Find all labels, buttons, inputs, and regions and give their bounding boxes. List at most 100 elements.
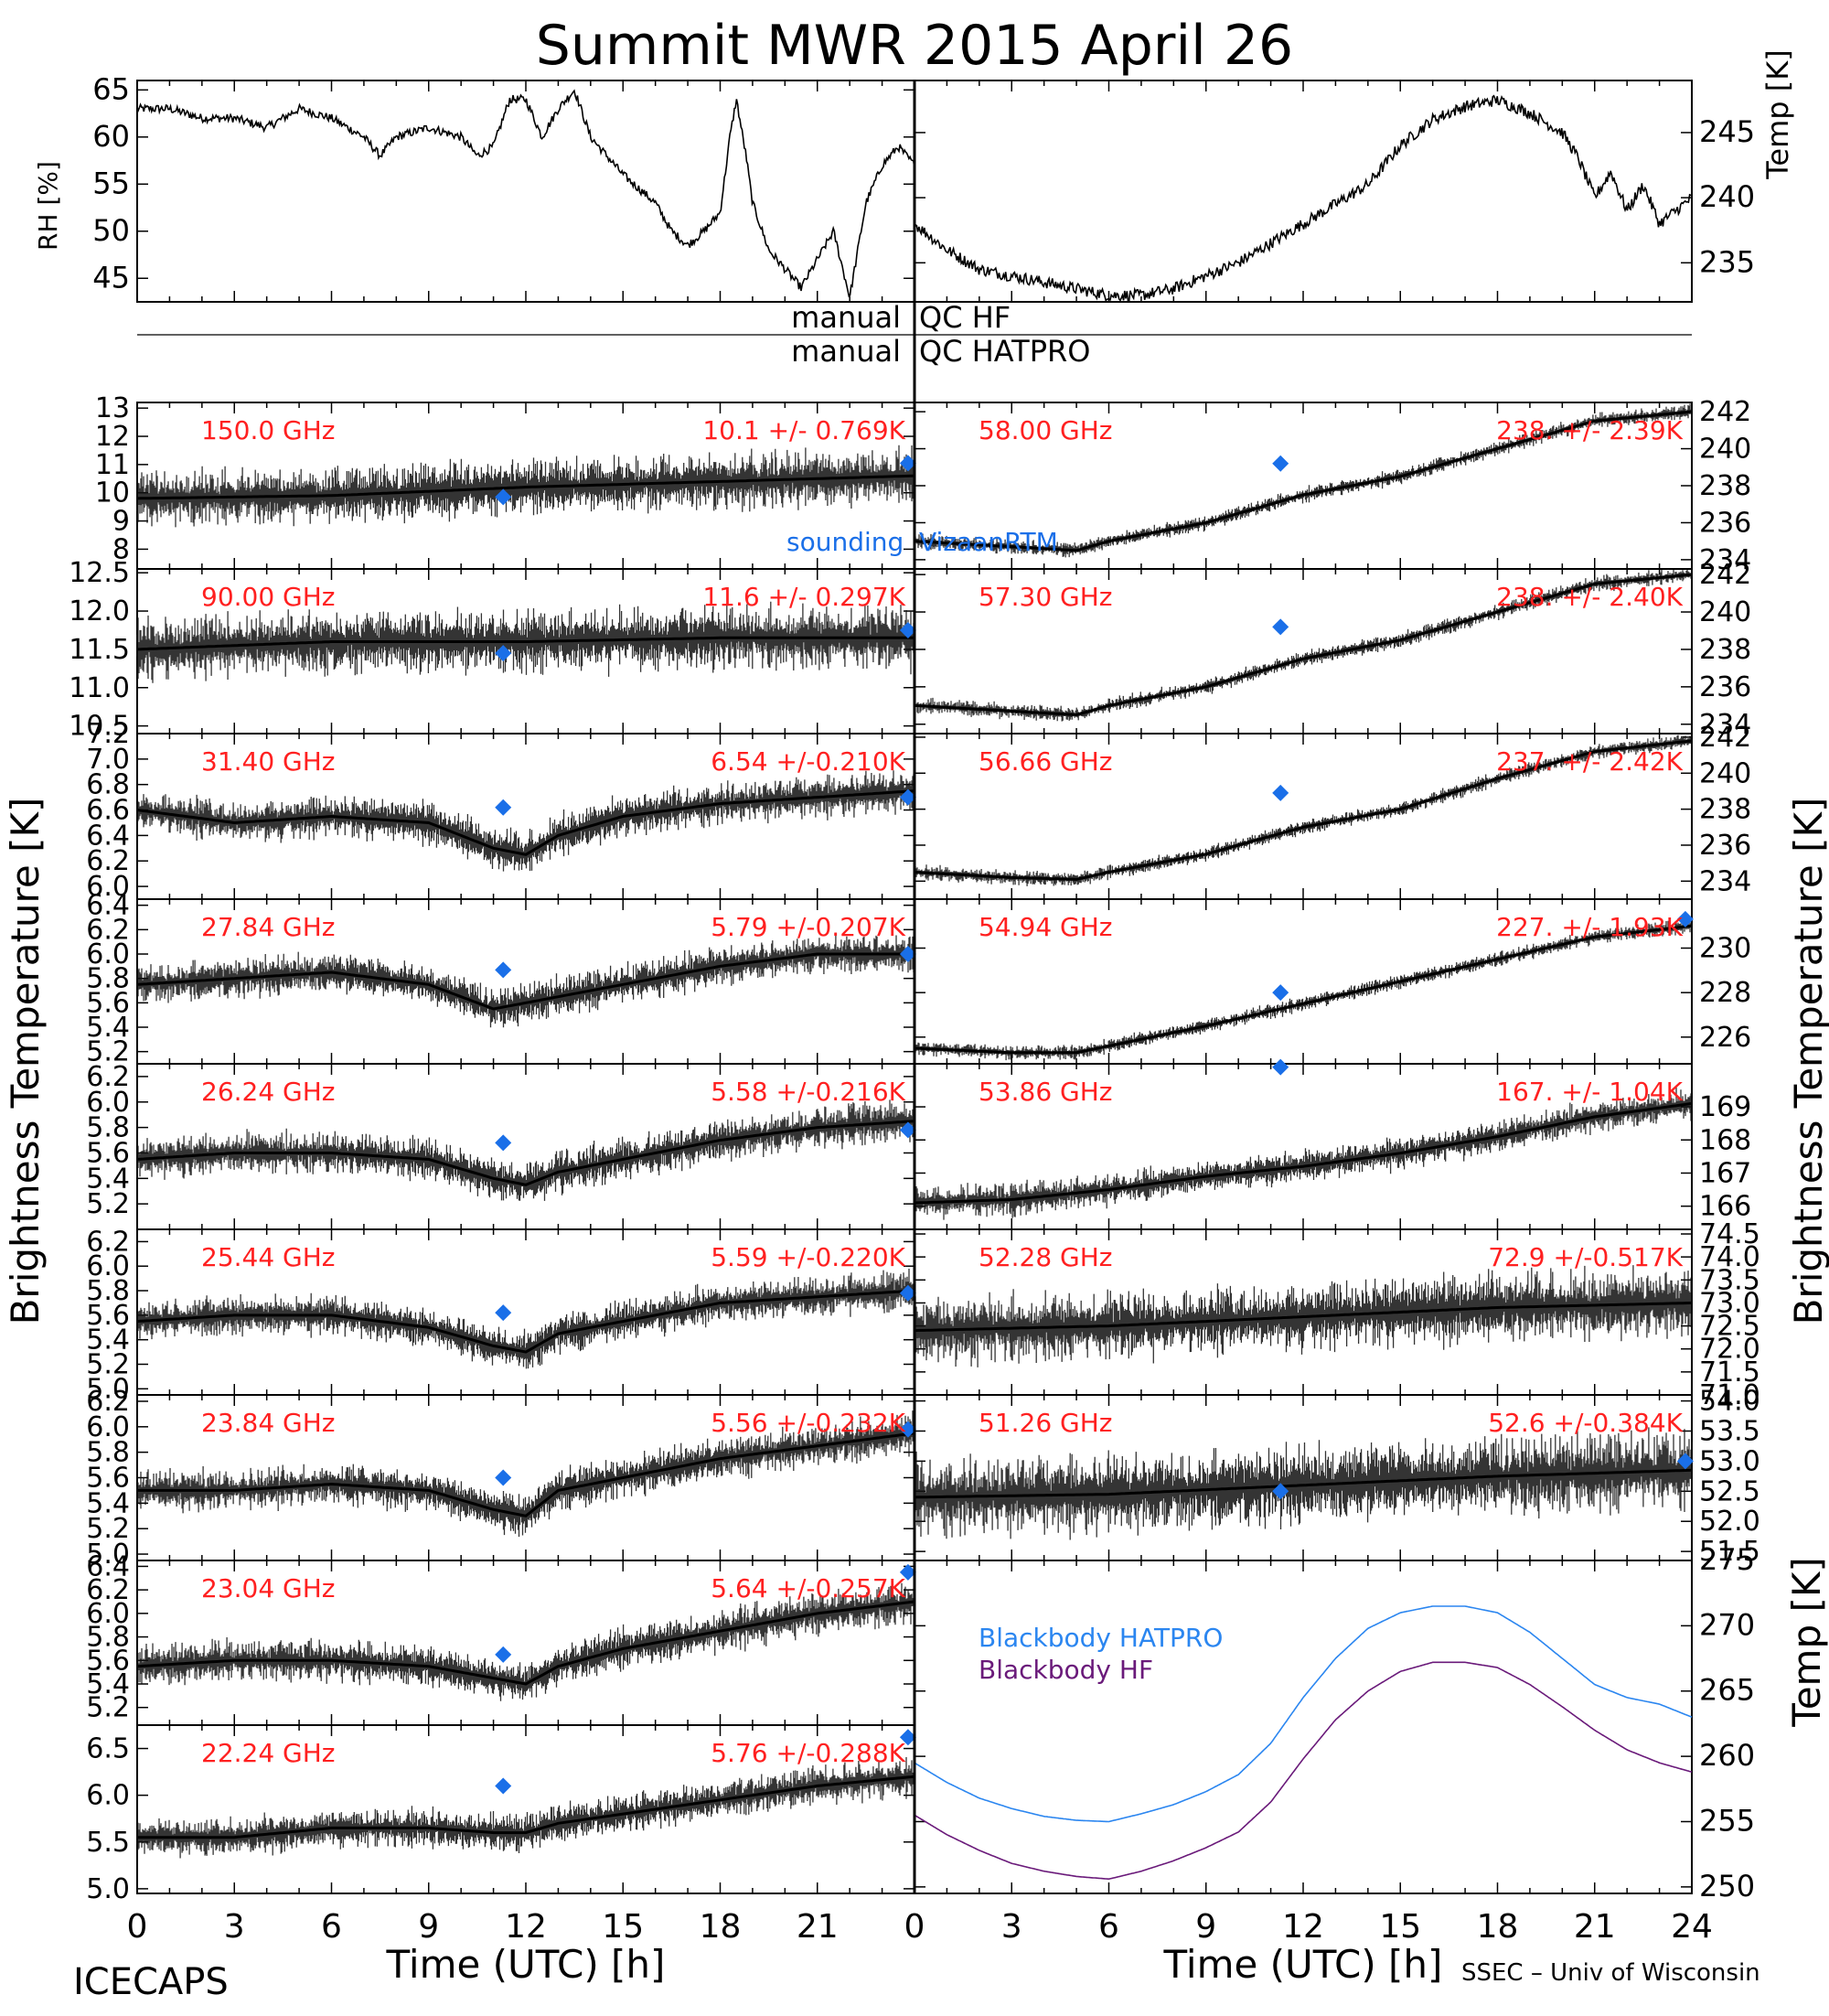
tb2784-stats-label: 5.79 +/-0.207K bbox=[711, 912, 905, 942]
tb2304-ytick-label: 6.2 bbox=[86, 1574, 130, 1606]
tb5800-sounding-marker bbox=[1272, 455, 1289, 472]
tb90-ytick-label: 12.5 bbox=[69, 557, 130, 589]
tb3140-ytick-label: 6.8 bbox=[86, 769, 130, 801]
xtick-label-right: 15 bbox=[1379, 1908, 1421, 1946]
tb2784-sounding-marker bbox=[899, 946, 916, 962]
rh-ytick-label: 50 bbox=[92, 213, 130, 248]
xtick-label-left: 9 bbox=[418, 1908, 439, 1946]
tb5800-ytick-label: 234 bbox=[1699, 544, 1751, 576]
temp-axis-title: Temp [K] bbox=[1760, 49, 1795, 179]
legend-blackbody-hf: Blackbody HF bbox=[979, 1655, 1153, 1685]
tb5228-stats-label: 72.9 +/-0.517K bbox=[1488, 1242, 1683, 1272]
tb2624-sounding-marker bbox=[899, 1121, 916, 1139]
tb5386-data: 53.86 GHz 167. +/- 1.04K bbox=[914, 1058, 1693, 1220]
tb90-sounding-marker bbox=[495, 645, 512, 662]
tb5126-freq-label: 51.26 GHz bbox=[979, 1408, 1113, 1438]
blackbody-axis-title: Temp [K] bbox=[1784, 1557, 1829, 1728]
tb90-ytick-label: 11.0 bbox=[69, 672, 130, 704]
tb5386-ytick-label: 169 bbox=[1699, 1091, 1751, 1123]
tb2624-trend-line bbox=[136, 1120, 915, 1186]
tb2544-ytick-label: 5.0 bbox=[86, 1373, 130, 1405]
figure-title: Summit MWR 2015 April 26 bbox=[536, 14, 1293, 78]
tb2784-ytick-label: 5.4 bbox=[86, 1012, 130, 1044]
tb5730-ytick-label: 240 bbox=[1699, 596, 1751, 628]
xtick-label-right: 24 bbox=[1671, 1908, 1713, 1946]
tb2624-data: 26.24 GHz 5.58 +/-0.216K bbox=[136, 1077, 916, 1201]
tb5730-ytick-label: 236 bbox=[1699, 671, 1751, 703]
xtick-label-right: 3 bbox=[1001, 1908, 1022, 1946]
qc-strip: manual QC HF manual QC HATPRO bbox=[137, 300, 1692, 369]
tb2784-ytick-label: 6.2 bbox=[86, 914, 130, 946]
tb2544-data: 25.44 GHz 5.59 +/-0.220K bbox=[136, 1242, 916, 1369]
tb150-ytick-label: 13 bbox=[95, 392, 130, 424]
tb2224-ytick-label: 6.0 bbox=[86, 1780, 130, 1812]
rh-ytick-label: 65 bbox=[92, 71, 130, 106]
tb150-sounding-marker bbox=[899, 455, 916, 472]
tb-axis-title-right: Brightness Temperature [K] bbox=[1786, 798, 1829, 1325]
xtick-label-left: 0 bbox=[127, 1908, 148, 1946]
xtick-label-right: 6 bbox=[1098, 1908, 1119, 1946]
tb5494-ytick-label: 228 bbox=[1699, 977, 1751, 1009]
tb90-stats-label: 11.6 +/- 0.297K bbox=[702, 582, 905, 612]
tb5494-trend-line bbox=[914, 924, 1693, 1055]
tb5494-sounding-marker bbox=[1676, 910, 1694, 928]
tb2544-ytick-label: 5.4 bbox=[86, 1324, 130, 1357]
sounding-label: sounding bbox=[786, 527, 904, 557]
tb2384-freq-label: 23.84 GHz bbox=[201, 1408, 336, 1438]
tb2624-ytick-label: 6.2 bbox=[86, 1061, 130, 1093]
tb150-sounding-marker bbox=[495, 488, 512, 506]
tb2384-ytick-label: 5.6 bbox=[86, 1463, 130, 1495]
tb2304-ytick-label: 6.0 bbox=[86, 1598, 130, 1630]
tb2784-freq-label: 27.84 GHz bbox=[201, 912, 336, 942]
tb2304-stats-label: 5.64 +/-0.257K bbox=[711, 1573, 905, 1603]
xtick-label-left: 18 bbox=[700, 1908, 742, 1946]
tb90-ytick-label: 12.0 bbox=[69, 595, 130, 627]
tb3140-stats-label: 6.54 +/-0.210K bbox=[711, 746, 905, 777]
qc-hatpro-left: manual bbox=[791, 334, 901, 369]
blackbody-ytick-label: 250 bbox=[1699, 1869, 1755, 1903]
time-axes: 0 3 6 9 12 15 18 21 0 3 6 9 12 15 18 21 24 bbox=[127, 1908, 1713, 1946]
xlabel-left: Time (UTC) [h] bbox=[386, 1942, 666, 1987]
tb2784-data: 27.84 GHz 5.79 +/-0.207K bbox=[136, 912, 916, 1028]
tb2384-ytick-label: 5.0 bbox=[86, 1539, 130, 1571]
tb5228-ytick-label: 71.5 bbox=[1699, 1357, 1760, 1389]
tb2544-ytick-label: 5.6 bbox=[86, 1300, 130, 1332]
tb5800-ytick-label: 242 bbox=[1699, 396, 1751, 428]
qc-hf-right: QC HF bbox=[919, 300, 1011, 335]
tb150-ytick-label: 9 bbox=[112, 506, 130, 538]
tb2544-ytick-label: 5.8 bbox=[86, 1275, 130, 1307]
blackbody-ytick-label: 275 bbox=[1699, 1542, 1755, 1577]
tb5800-ytick-label: 238 bbox=[1699, 470, 1751, 502]
tb2224-frame: 5.0 5.5 6.0 6.5 bbox=[86, 1724, 915, 1905]
tb2224-ytick-label: 5.5 bbox=[86, 1827, 130, 1859]
xtick-label-right: 18 bbox=[1477, 1908, 1519, 1946]
tb5126-ytick-label: 52.5 bbox=[1699, 1475, 1760, 1507]
tb5666-ytick-label: 242 bbox=[1699, 722, 1751, 754]
tb5800-trend-line bbox=[914, 410, 1693, 552]
tb3140-ytick-label: 7.0 bbox=[86, 744, 130, 776]
temp-line bbox=[914, 94, 1693, 303]
tb150-ytick-label: 8 bbox=[112, 533, 130, 565]
tb5730-sounding-marker bbox=[1272, 618, 1289, 636]
tb5386-stats-label: 167. +/- 1.04K bbox=[1496, 1077, 1683, 1107]
tb5386-freq-label: 53.86 GHz bbox=[979, 1077, 1113, 1107]
xtick-label-left: 12 bbox=[505, 1908, 547, 1946]
blackbody-data bbox=[914, 1661, 1693, 1880]
temp-ytick-label: 235 bbox=[1699, 244, 1755, 279]
tb2304-frame: 5.25.45.65.86.06.26.4 bbox=[86, 1550, 915, 1726]
xtick-label-right: 0 bbox=[904, 1908, 925, 1946]
rh-line bbox=[136, 89, 915, 298]
tb5386-ytick-label: 166 bbox=[1699, 1191, 1751, 1223]
tb-axis-title-left: Brightness Temperature [K] bbox=[3, 798, 48, 1325]
tb5666-freq-label: 56.66 GHz bbox=[979, 746, 1113, 777]
tb3140-ytick-label: 6.2 bbox=[86, 845, 130, 877]
tb5494-stats-label: 227. +/- 1.93K bbox=[1496, 912, 1683, 942]
tb5228-ytick-label: 74.0 bbox=[1699, 1241, 1760, 1273]
tb2224-data: 22.24 GHz 5.76 +/-0.288K bbox=[136, 1729, 916, 1859]
tb2784-trend-line bbox=[136, 952, 914, 1011]
tb2384-stats-label: 5.56 +/-0.232K bbox=[711, 1408, 905, 1438]
temp-ytick-label: 240 bbox=[1699, 179, 1755, 214]
tb5228-ytick-label: 72.0 bbox=[1699, 1334, 1760, 1366]
qc-hatpro-right: QC HATPRO bbox=[919, 334, 1090, 369]
